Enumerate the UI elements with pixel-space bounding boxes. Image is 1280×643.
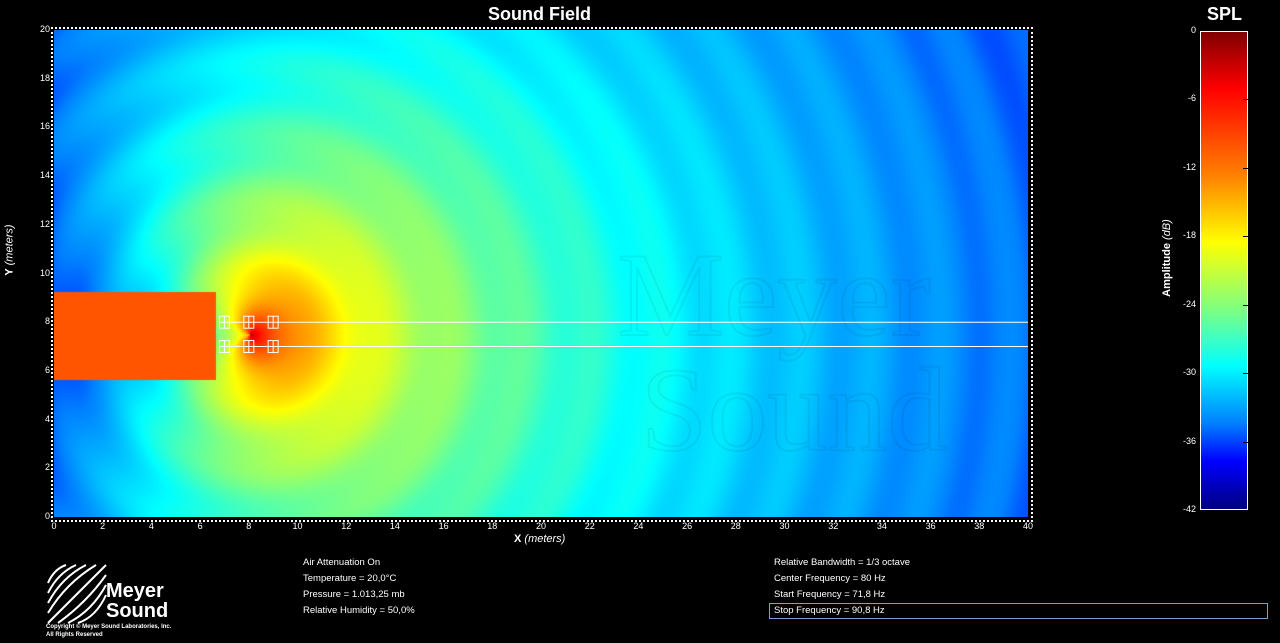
y-tick-label: 12 [39,218,50,229]
x-tick-label: 32 [828,521,839,531]
x-tick-label: 14 [389,521,400,531]
x-axis-label: X (meters) [514,533,566,545]
colorbar-tick-mark [1243,167,1248,169]
colorbar-tick-label: -18 [1182,230,1196,241]
watermark-line1: Meyer [617,228,930,361]
x-tick-label: 12 [341,521,352,531]
x-tick-label: 28 [730,521,741,531]
colorbar-tick-mark [1243,304,1248,306]
x-tick-label: 26 [682,521,693,531]
colorbar-tick-label: -42 [1182,504,1196,514]
humidity-text: Relative Humidity = 50,0% [303,605,415,616]
colorbar-tick-mark [1243,373,1248,375]
x-tick-label: 38 [974,521,985,531]
x-tick-label: 20 [536,521,547,531]
colorbar-tick-mark [1243,441,1248,443]
x-tick-label: 10 [292,521,303,531]
y-tick-label: 6 [44,364,50,375]
speaker-sources [218,315,279,354]
y-tick-label: 8 [44,316,50,327]
logo-rights: All Rights Reserved [46,632,103,638]
colorbar-tick-label: -24 [1182,298,1196,309]
y-tick-label: 10 [39,267,50,278]
logo-name-line1: Meyer [106,580,164,602]
x-tick-label: 8 [246,521,252,531]
info-left-panel: Air Attenuation On Temperature = 20,0°C … [303,555,415,619]
x-tick-label: 36 [925,521,936,531]
x-tick-label: 4 [148,521,154,531]
colorbar-tick-label: -12 [1182,161,1196,172]
center-frequency-text: Center Frequency = 80 Hz [774,573,886,584]
y-tick-label: 16 [39,121,50,132]
y-tick-label: 0 [44,511,50,521]
y-tick-label: 2 [44,462,50,473]
y-tick-label: 14 [39,170,50,181]
bandwidth-text: Relative Bandwidth = 1/3 octave [774,557,910,568]
stop-frequency-text[interactable]: Stop Frequency = 90,8 Hz [774,605,885,616]
colorbar-tick-label: -36 [1182,435,1196,446]
colorbar-tick-mark [1243,236,1248,238]
x-tick-label: 2 [100,521,106,531]
y-tick-label: 18 [39,72,50,83]
colorbar-title: SPL [1207,4,1243,24]
x-tick-label: 16 [438,521,449,531]
x-tick-label: 18 [487,521,498,531]
colorbar-tick-mark [1243,99,1248,101]
temperature-text: Temperature = 20,0°C [303,573,397,584]
spl-colorbar[interactable] [1200,31,1248,510]
logo-name-line2: Sound [106,600,169,622]
info-right-panel: Relative Bandwidth = 1/3 octave Center F… [774,555,910,619]
pressure-text: Pressure = 1.013,25 mb [303,589,405,600]
y-axis-label: Y (meters) [3,224,16,276]
colorbar-tick-label: -30 [1182,367,1196,378]
x-tick-label: 0 [51,521,57,531]
x-tick-label: 24 [633,521,644,531]
colorbar-tick-label: 0 [1190,25,1196,35]
y-tick-label: 4 [44,413,50,424]
air-attenuation-text: Air Attenuation On [303,557,381,568]
logo-waves-icon [47,564,107,624]
sound-field-heatmap[interactable] [54,30,1028,517]
start-frequency-text: Start Frequency = 71,8 Hz [774,589,886,600]
x-tick-label: 22 [584,521,595,531]
x-tick-label: 34 [876,521,887,531]
plot-title: Sound Field [488,4,591,24]
stop-frequency-selection[interactable] [769,603,1268,619]
x-tick-label: 6 [197,521,203,531]
colorbar-label: Amplitude (dB) [1160,219,1173,297]
x-tick-label: 30 [779,521,790,531]
meyer-sound-logo: Meyer Sound Copyright © Meyer Sound Labo… [44,561,204,641]
logo-copyright: Copyright © Meyer Sound Laboratories, In… [46,624,172,630]
x-tick-label: 40 [1023,521,1034,531]
colorbar-tick-label: -6 [1187,93,1196,104]
y-tick-label: 20 [39,24,50,34]
watermark-line2: Sound [641,343,948,476]
plot-overlay: Meyer Sound [218,227,1028,477]
